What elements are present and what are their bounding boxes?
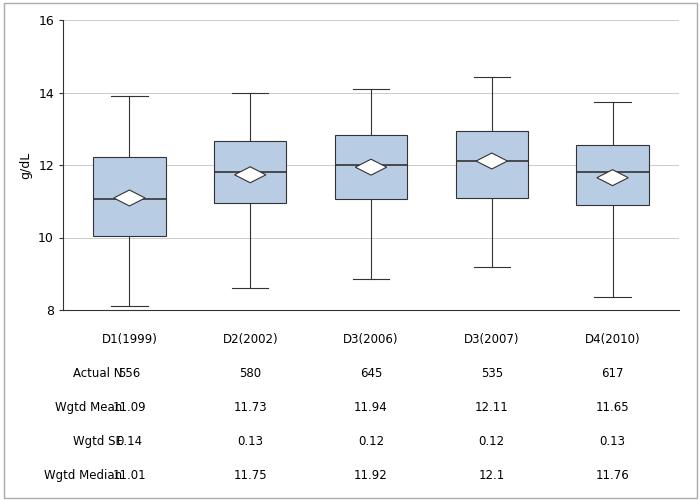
Text: 12.1: 12.1: [479, 469, 505, 482]
PathPatch shape: [335, 136, 407, 200]
Text: Wgtd Mean: Wgtd Mean: [55, 401, 122, 414]
Text: D4(2010): D4(2010): [584, 333, 640, 346]
Polygon shape: [113, 190, 145, 206]
Text: 11.73: 11.73: [233, 401, 267, 414]
Text: 0.14: 0.14: [116, 435, 143, 448]
Text: D3(2007): D3(2007): [464, 333, 519, 346]
Text: Wgtd Median: Wgtd Median: [44, 469, 122, 482]
Polygon shape: [234, 167, 266, 183]
Text: 11.75: 11.75: [233, 469, 267, 482]
Text: 580: 580: [239, 367, 261, 380]
PathPatch shape: [93, 157, 166, 236]
PathPatch shape: [576, 145, 649, 205]
Text: 11.76: 11.76: [596, 469, 629, 482]
Text: 11.65: 11.65: [596, 401, 629, 414]
PathPatch shape: [214, 142, 286, 203]
Text: 617: 617: [601, 367, 624, 380]
Polygon shape: [476, 153, 508, 169]
Text: Actual N: Actual N: [73, 367, 122, 380]
Text: 0.12: 0.12: [358, 435, 384, 448]
Text: Wgtd SE: Wgtd SE: [73, 435, 122, 448]
Text: 535: 535: [481, 367, 503, 380]
Text: D1(1999): D1(1999): [102, 333, 158, 346]
Text: 0.13: 0.13: [600, 435, 626, 448]
Y-axis label: g/dL: g/dL: [20, 152, 32, 178]
Text: D3(2006): D3(2006): [343, 333, 399, 346]
Polygon shape: [597, 170, 629, 186]
Text: 11.94: 11.94: [354, 401, 388, 414]
Text: 11.92: 11.92: [354, 469, 388, 482]
Text: 556: 556: [118, 367, 141, 380]
Text: D2(2002): D2(2002): [223, 333, 278, 346]
Text: 11.01: 11.01: [113, 469, 146, 482]
Polygon shape: [356, 159, 386, 175]
PathPatch shape: [456, 130, 528, 198]
Text: 0.12: 0.12: [479, 435, 505, 448]
Text: 12.11: 12.11: [475, 401, 509, 414]
Text: 645: 645: [360, 367, 382, 380]
Text: 11.09: 11.09: [113, 401, 146, 414]
Text: 0.13: 0.13: [237, 435, 263, 448]
